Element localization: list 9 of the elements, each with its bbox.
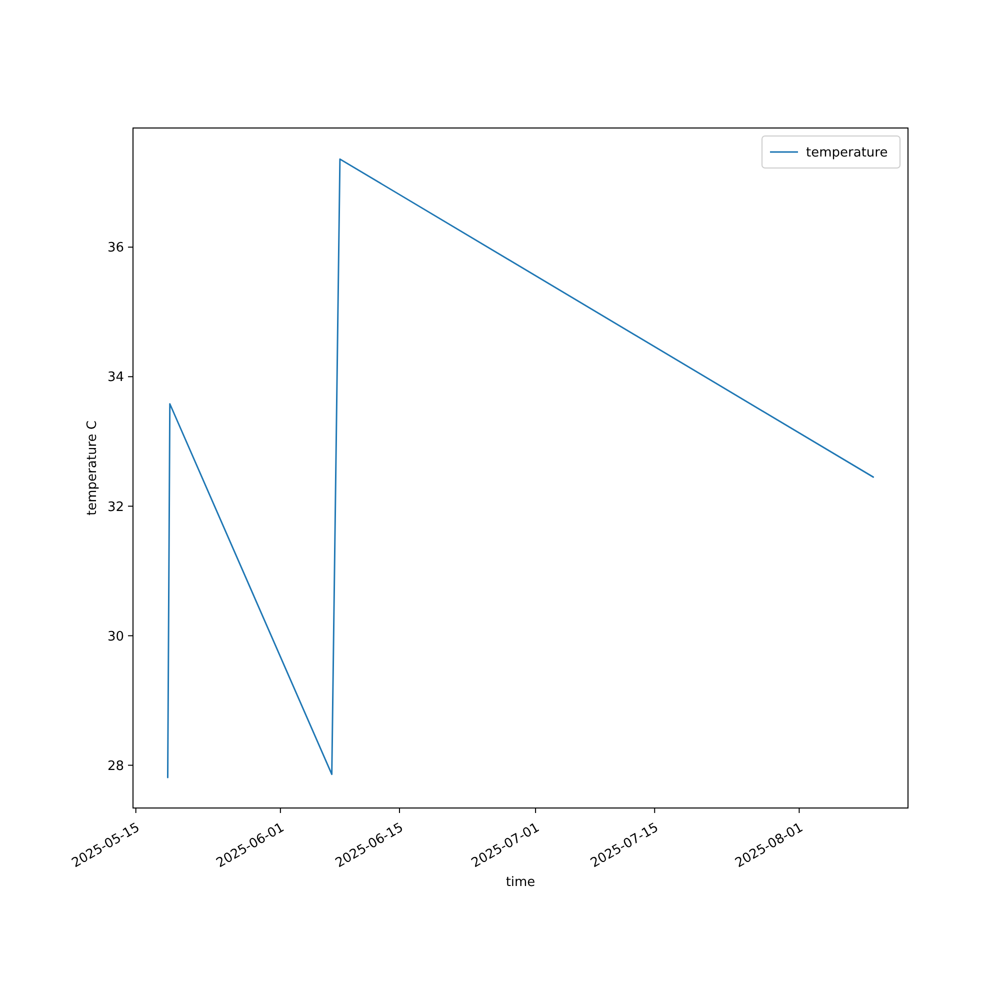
- y-tick-label: 34: [107, 370, 124, 386]
- y-tick-label: 36: [107, 240, 124, 256]
- y-tick-label: 28: [107, 758, 124, 774]
- y-tick-label: 30: [107, 629, 124, 644]
- x-axis-title: time: [506, 875, 536, 890]
- legend-label: temperature: [806, 146, 888, 161]
- y-tick-label: 32: [107, 500, 124, 515]
- line-series: [166, 158, 874, 778]
- y-axis-title: temperature C: [85, 420, 100, 516]
